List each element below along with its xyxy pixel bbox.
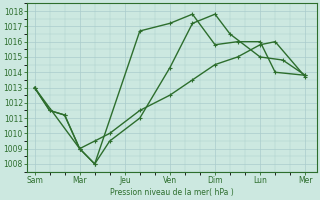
- X-axis label: Pression niveau de la mer( hPa ): Pression niveau de la mer( hPa ): [110, 188, 234, 197]
